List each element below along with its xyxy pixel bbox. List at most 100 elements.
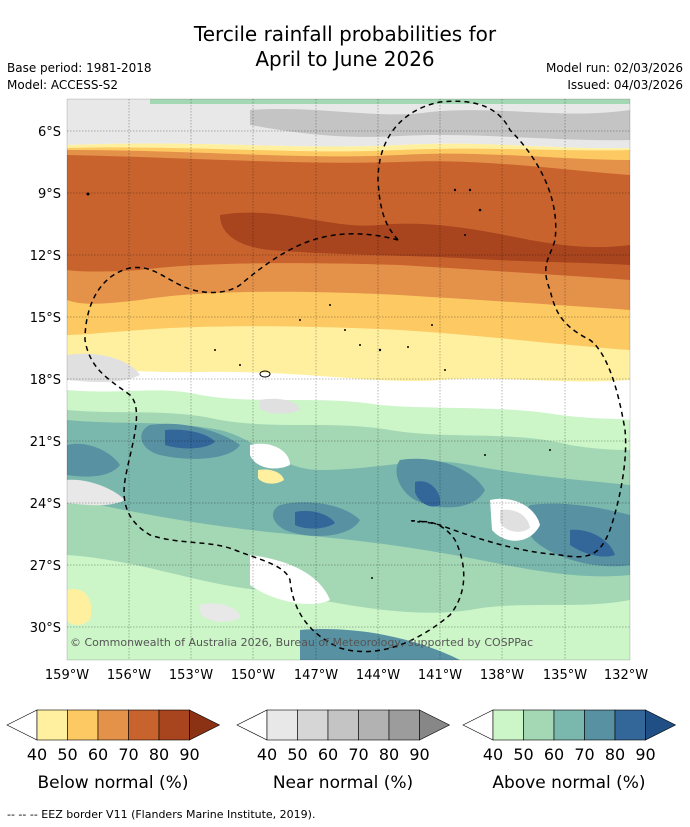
colorbar-title: Near normal (%) <box>273 773 413 793</box>
above-normal-80-c <box>415 481 441 507</box>
lat-tick-label: 6°S <box>38 125 61 140</box>
colorbar-segment <box>327 709 359 741</box>
island <box>478 208 482 212</box>
colorbar-segment <box>553 709 585 741</box>
colorbar-title: Above normal (%) <box>492 773 645 793</box>
lon-tick-label: 141°W <box>418 668 462 683</box>
map-plot-area: © Commonwealth of Australia 2026, Bureau… <box>67 99 630 660</box>
lon-tick-label: 156°W <box>107 668 151 683</box>
forecast-map: © Commonwealth of Australia 2026, Bureau… <box>30 98 648 683</box>
lon-tick-label: 147°W <box>294 668 338 683</box>
colorbar-tick: 70 <box>574 745 594 764</box>
legend-below-normal: 40 50 60 70 80 90 Below normal (%) <box>6 709 221 793</box>
island <box>549 449 551 451</box>
lon-tick-label: 132°W <box>604 668 648 683</box>
lat-tick-label: 30°S <box>30 621 61 636</box>
colorbar-ticks: 40 50 60 70 80 90 <box>483 745 656 764</box>
lon-tick-label: 153°W <box>169 668 213 683</box>
above-normal-strip-north <box>150 99 630 104</box>
island <box>468 188 472 192</box>
colorbar-extend-high <box>645 709 677 741</box>
below-normal-80 <box>220 212 630 265</box>
colorbar-tick: 90 <box>635 745 655 764</box>
title-line-1: Tercile rainfall probabilities for <box>193 22 497 46</box>
meta-right: Model run: 02/03/2026 Issued: 04/03/2026 <box>546 60 683 94</box>
near-normal-patch-d <box>67 353 140 383</box>
lat-tick-label: 27°S <box>30 559 61 574</box>
colorbar-extend-low <box>6 709 38 741</box>
meta-left: Base period: 1981-2018 Model: ACCESS-S2 <box>7 60 152 94</box>
lat-tick-label: 12°S <box>30 249 61 264</box>
colorbar-tick: 80 <box>149 745 169 764</box>
island <box>453 188 457 192</box>
latitude-ticks: 6°S 9°S 12°S 15°S 18°S 21°S 24°S 27°S 30… <box>30 125 61 636</box>
longitude-ticks: 159°W 156°W 153°W 150°W 147°W 144°W 141°… <box>45 668 648 683</box>
graticule <box>67 99 630 660</box>
above-normal-70-b <box>67 443 120 477</box>
lat-tick-label: 18°S <box>30 373 61 388</box>
island <box>344 329 346 331</box>
eez-footnote: -- -- -- EEZ border V11 (Flanders Marine… <box>7 808 316 821</box>
island <box>371 577 373 579</box>
title-line-2: April to June 2026 <box>255 47 435 71</box>
island <box>378 348 382 352</box>
colorbar-tick: 60 <box>318 745 338 764</box>
island <box>484 454 486 456</box>
eez-border-french-polynesia <box>377 100 627 558</box>
colorbar-segment <box>358 709 390 741</box>
below-normal-patch-south <box>258 469 284 484</box>
near-normal-patch-c <box>200 603 240 622</box>
colorbar-tick: 40 <box>27 745 47 764</box>
colorbar-tick: 60 <box>88 745 108 764</box>
colorbar-tick: 50 <box>287 745 307 764</box>
lon-tick-label: 138°W <box>480 668 524 683</box>
colorbar-segment <box>297 709 329 741</box>
colorbar-segment <box>67 709 99 741</box>
legend-above-normal: 40 50 60 70 80 90 Above normal (%) <box>462 709 677 793</box>
colorbar-segment <box>388 709 420 741</box>
island <box>86 192 90 196</box>
above-normal-70-f <box>300 629 460 660</box>
above-normal-60 <box>67 420 630 577</box>
colorbar-segment <box>492 709 524 741</box>
lon-tick-label: 159°W <box>45 668 89 683</box>
island <box>239 364 241 366</box>
colorbar-segment <box>128 709 160 741</box>
lon-tick-label: 135°W <box>543 668 587 683</box>
island <box>431 324 433 326</box>
lon-tick-label: 144°W <box>356 668 400 683</box>
island <box>464 234 466 236</box>
lat-tick-label: 15°S <box>30 311 61 326</box>
colorbar-tick: 40 <box>257 745 277 764</box>
colorbar-tick: 50 <box>513 745 533 764</box>
colorbar-tick: 40 <box>483 745 503 764</box>
colorbar-tick: 90 <box>179 745 199 764</box>
colorbar-tick: 70 <box>118 745 138 764</box>
colorbar-segment <box>523 709 555 741</box>
colorbar-segment <box>614 709 646 741</box>
island-outline <box>259 370 271 378</box>
island <box>299 319 301 321</box>
lat-tick-label: 21°S <box>30 435 61 450</box>
colorbar-extend-high <box>419 709 451 741</box>
island <box>407 346 409 348</box>
lon-tick-label: 150°W <box>231 668 275 683</box>
near-normal-patch-b <box>500 509 530 532</box>
colorbar-tick: 60 <box>544 745 564 764</box>
copyright-credit: © Commonwealth of Australia 2026, Bureau… <box>70 636 533 649</box>
island <box>214 349 216 351</box>
legend-near-normal: 40 50 60 70 80 90 Near normal (%) <box>236 709 451 793</box>
colorbar-ticks: 40 50 60 70 80 90 <box>257 745 430 764</box>
lat-tick-label: 24°S <box>30 497 61 512</box>
map-frame <box>66 98 631 661</box>
colorbar-segment <box>158 709 190 741</box>
near-normal-patch-a <box>67 479 125 506</box>
near-normal-patch-e <box>260 398 300 414</box>
lat-tick-label: 9°S <box>38 187 61 202</box>
neutral-patch-a <box>250 443 290 469</box>
colorbar-segment <box>584 709 616 741</box>
colorbar-title: Below normal (%) <box>38 773 189 793</box>
eez-border-cook-islands <box>84 233 465 653</box>
above-normal-80-a <box>165 429 215 449</box>
island <box>329 304 331 306</box>
